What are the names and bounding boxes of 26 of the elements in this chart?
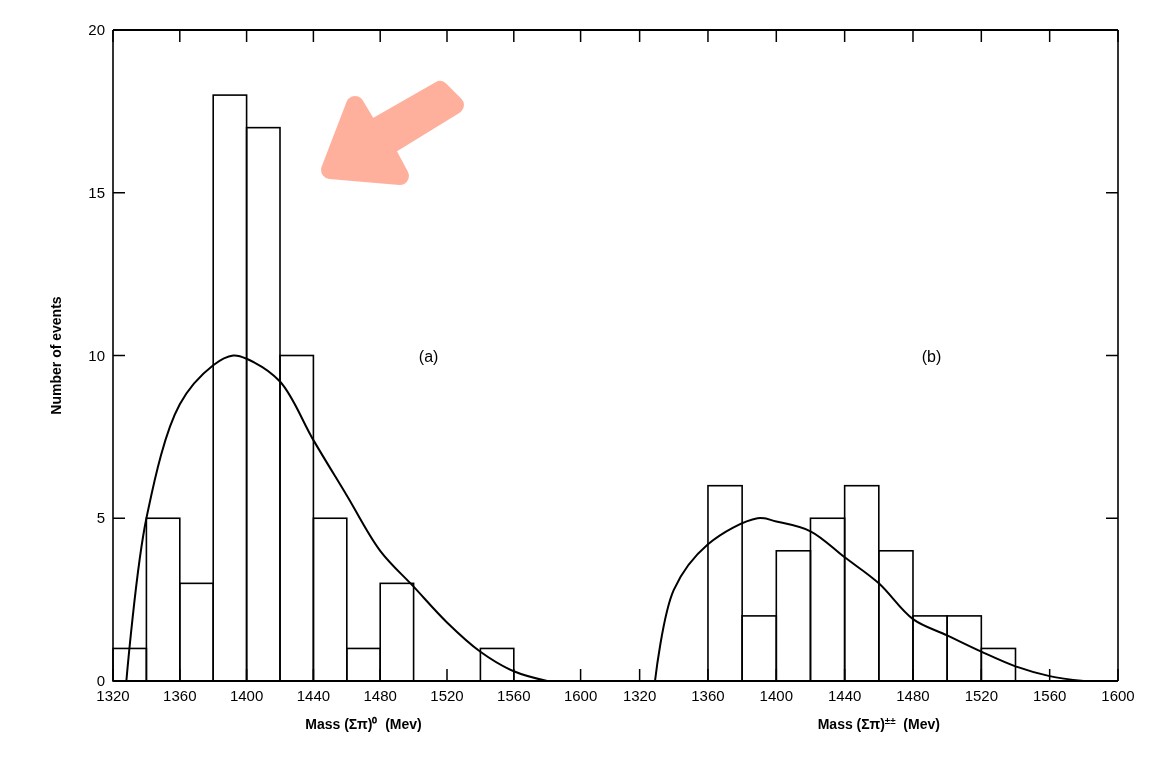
y-tick-label: 5 [96,509,105,527]
x-tick-label: 1440 [296,687,331,704]
x-axis-title: Mass (Σπ)$^{±±}$ (Mev) [817,714,940,732]
x-tick-label: 1360 [691,687,725,704]
x-tick-label: 1520 [430,687,464,704]
y-tick-label: 0 [96,672,105,689]
x-tick-label: 1320 [622,687,657,704]
x-tick-label: 1400 [229,687,264,704]
y-tick-label: 10 [88,346,105,364]
x-tick-label: 1600 [563,687,598,704]
x-tick-label: 1480 [363,687,397,704]
x-tick-label: 1480 [896,687,930,704]
x-tick-label: 1600 [1101,687,1135,704]
x-tick-label: 1520 [964,687,999,704]
y-tick-label: 15 [88,183,105,201]
x-tick-label: 1440 [827,687,862,704]
x-tick-label: 1400 [759,687,793,704]
x-axis-title: Mass (Σπ)⁰ (Mev) [305,716,422,732]
x-tick-label: 1360 [163,687,197,704]
y-axis-title: Number of events [48,296,64,415]
annotation: (b) [921,347,942,365]
x-tick-label: 1560 [497,687,531,704]
x-tick-label: 1560 [1032,687,1067,704]
y-tick-label: 20 [88,21,105,38]
annotation: (a) [418,347,439,365]
x-tick-label: 1320 [96,687,130,704]
